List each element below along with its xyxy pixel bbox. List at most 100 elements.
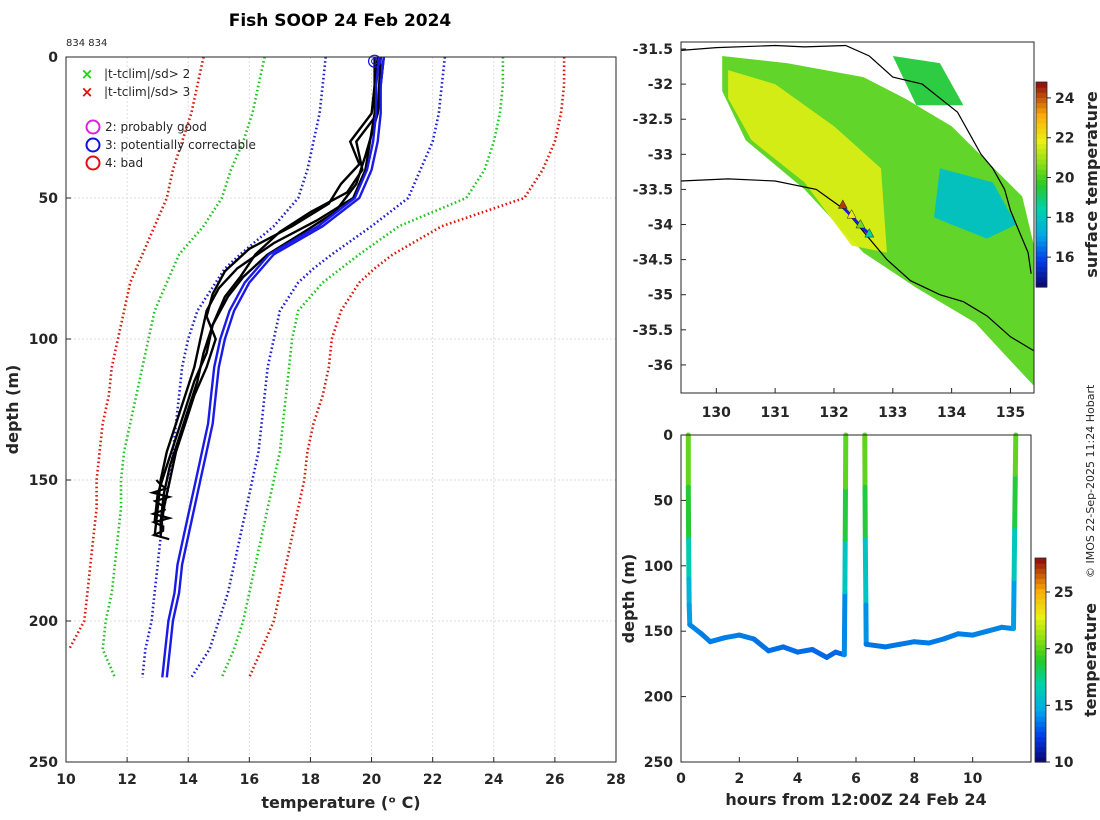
climatology-line	[141, 56, 327, 678]
colorbar-segment	[1036, 82, 1047, 88]
colorbar-segment	[1035, 614, 1046, 620]
colorbar-segment	[1035, 695, 1046, 702]
plot-frame	[680, 434, 1032, 763]
colorbar-segment	[1036, 210, 1047, 216]
plot-frame	[65, 56, 617, 763]
depth-track-segment	[841, 589, 848, 658]
colorbar-segment	[1036, 179, 1047, 186]
depth-track-segment	[862, 537, 869, 608]
colorbar-segment	[1036, 133, 1047, 139]
observed-profile-line	[153, 57, 376, 537]
colorbar-segment	[1036, 246, 1047, 252]
depth-track-segment	[1012, 471, 1018, 530]
y-tick-label: 250	[644, 755, 673, 771]
colorbar-segment	[1035, 756, 1046, 763]
colorbar-segment	[1035, 670, 1046, 676]
cast-marker	[864, 228, 875, 238]
colorbar-segment	[1035, 644, 1046, 651]
colorbar-segment	[1035, 705, 1046, 712]
colorbar-frame	[1034, 557, 1047, 763]
colorbar-segment	[1035, 583, 1046, 590]
y-tick-label: 150	[29, 473, 58, 489]
colorbar-tick-label: 10	[1054, 755, 1074, 771]
x-axis-label: temperature (ᵒ C)	[261, 793, 420, 812]
y-tick-label: -32.5	[633, 112, 673, 128]
depth-track-segment	[809, 647, 830, 660]
sst-field-region	[892, 56, 964, 106]
colorbar-segment	[1035, 711, 1046, 717]
colorbar-segment	[1036, 266, 1047, 273]
x-tick-label: 20	[362, 772, 382, 788]
y-tick-label: 50	[39, 191, 59, 207]
colorbar-segment	[1036, 123, 1047, 129]
colorbar-segment	[1035, 721, 1046, 727]
x-tick-label: 133	[878, 405, 907, 421]
y-axis-label: depth (m)	[3, 365, 22, 455]
y-tick-label: 0	[48, 50, 58, 66]
x-tick-label: 24	[484, 772, 504, 788]
depth-track-segment	[926, 636, 946, 646]
colorbar-segment	[1036, 143, 1047, 150]
x-tick-label: 16	[240, 772, 259, 788]
depth-track-segment	[707, 635, 728, 645]
y-tick-label: -35	[648, 288, 673, 304]
y-tick-label: 50	[654, 493, 674, 509]
colorbar-segment	[1035, 675, 1046, 681]
cast-marker	[855, 218, 866, 229]
depth-track-segment	[970, 628, 990, 638]
colorbar-tick-label: 22	[1055, 131, 1074, 147]
sst-field-region	[934, 168, 1017, 239]
y-tick-label: 100	[29, 332, 58, 348]
observed-profile-line	[159, 56, 379, 531]
colorbar-segment	[1036, 261, 1047, 268]
x-tick-label: 8	[909, 771, 919, 787]
colorbar-segment	[1035, 598, 1046, 605]
colorbar-segment	[1036, 230, 1047, 237]
colorbar-tick-label: 16	[1055, 250, 1074, 266]
map-frame	[680, 41, 1035, 394]
colorbar-segment	[1036, 148, 1047, 155]
colorbar-segment	[1035, 624, 1046, 630]
depth-track-segment	[1011, 576, 1017, 632]
cross-marker-icon: ×	[81, 83, 94, 101]
colorbar-segment	[1035, 736, 1046, 743]
colorbar-segment	[1035, 588, 1046, 595]
colorbar-segment	[1036, 215, 1047, 221]
x-tick-label: 2	[734, 771, 744, 787]
colorbar-segment	[1035, 751, 1046, 758]
x-tick-label: 10	[56, 772, 76, 788]
x-tick-label: 6	[851, 771, 861, 787]
colorbar-segment	[1036, 276, 1047, 283]
colorbar-segment	[1036, 194, 1047, 201]
colorbar-segment	[1036, 184, 1047, 191]
depth-track-segment	[984, 624, 1005, 634]
colorbar-tick-label: 24	[1055, 91, 1075, 107]
colorbar-segment	[1036, 189, 1047, 196]
colorbar-segment	[1036, 153, 1047, 160]
colorbar-segment	[1035, 665, 1046, 671]
colorbar-segment	[1036, 205, 1047, 211]
colorbar-tick-label: 18	[1055, 210, 1074, 226]
colorbar-segment	[1036, 256, 1047, 262]
depth-track-segment	[1011, 524, 1018, 582]
y-tick-label: -35.5	[633, 323, 673, 339]
sst-map-panel: 130 131 132 133 134 135 -31.5 -32 -32.5 -33 -33.5 -…	[633, 41, 1100, 421]
y-tick-label: 100	[644, 559, 673, 575]
y-tick-label: 200	[644, 690, 673, 706]
colorbar-segment	[1035, 609, 1046, 615]
climatology-line	[220, 57, 505, 678]
y-axis-label: depth (m)	[619, 554, 638, 644]
colorbar-segment	[1036, 117, 1047, 124]
colorbar-tick-label: 25	[1054, 585, 1073, 601]
colorbar-segment	[1035, 660, 1046, 666]
colorbar-frame	[1035, 81, 1048, 288]
colorbar-segment	[1035, 716, 1046, 722]
coastline	[680, 44, 1032, 274]
x-tick-label: 14	[178, 772, 198, 788]
x-tick-label: 18	[301, 772, 320, 788]
colorbar-segment	[1036, 128, 1047, 134]
y-tick-label: -33.5	[633, 182, 673, 198]
colorbar-label: surface temperature	[1082, 91, 1100, 278]
x-tick-label: 4	[793, 771, 803, 787]
